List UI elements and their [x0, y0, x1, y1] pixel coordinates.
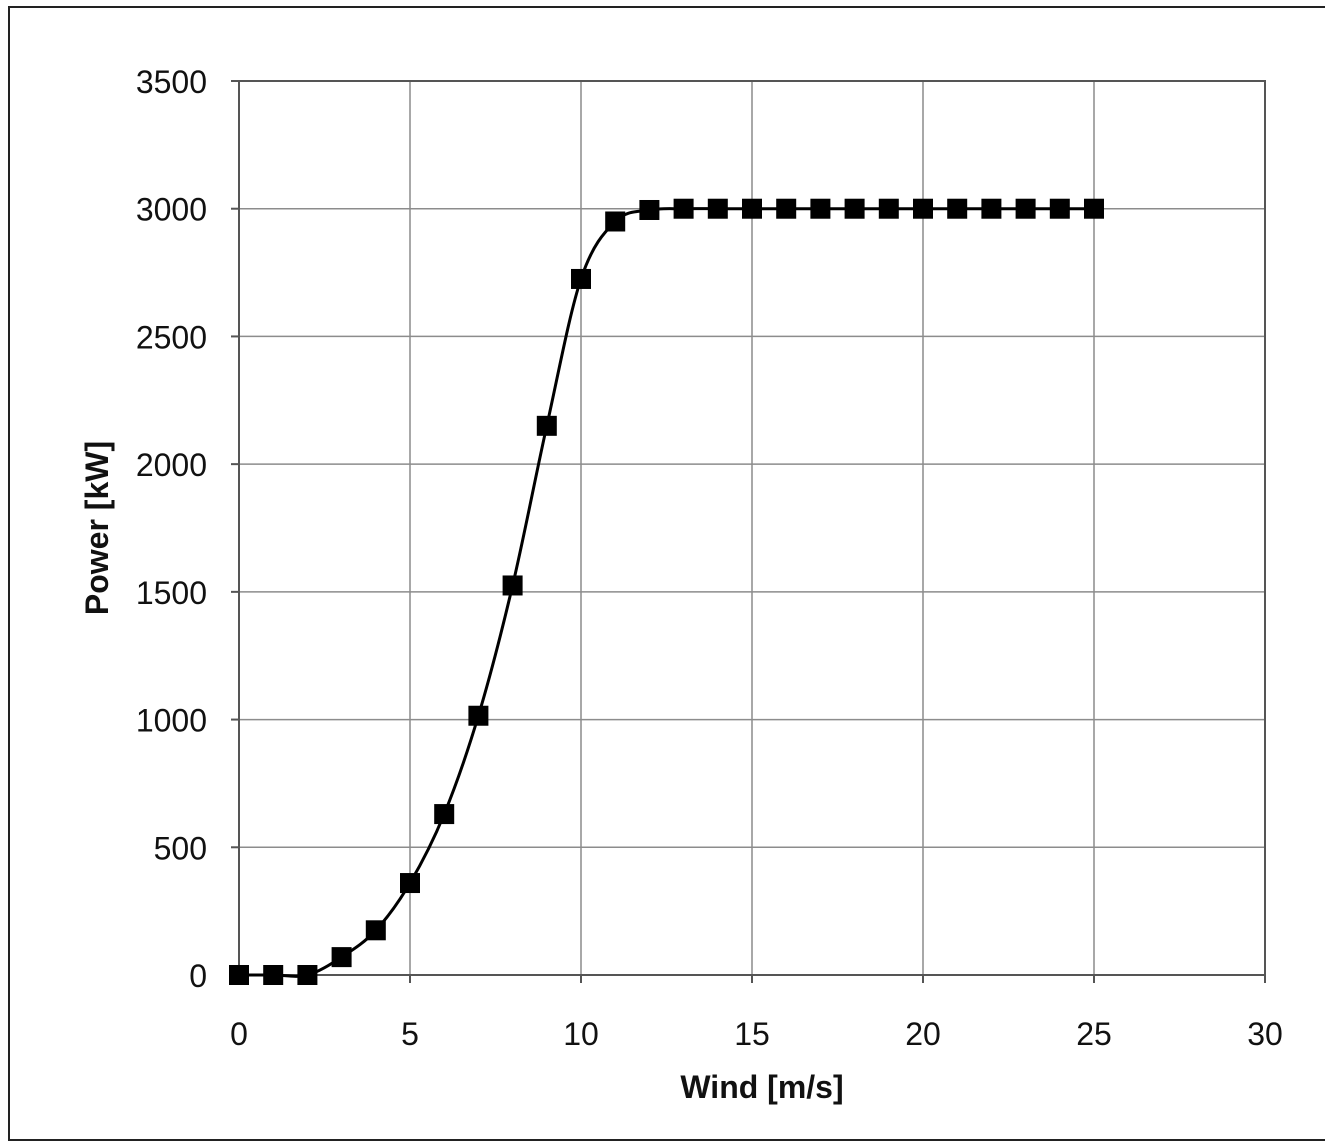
x-tick-label: 10 [563, 1016, 599, 1052]
series-markers [229, 198, 1104, 985]
data-point-marker [331, 947, 352, 968]
y-tick-label: 3500 [136, 64, 207, 100]
data-point-marker [1084, 198, 1104, 219]
data-point-marker [844, 198, 865, 219]
data-point-marker [229, 965, 249, 985]
data-point-marker [776, 198, 797, 219]
data-point-marker [571, 268, 591, 289]
y-tick-label: 1500 [136, 575, 207, 611]
data-point-marker [468, 705, 489, 726]
x-tick-label: 15 [734, 1016, 770, 1052]
y-tick-label: 0 [189, 958, 207, 994]
x-tick-label: 0 [230, 1016, 248, 1052]
data-point-marker [434, 804, 455, 825]
grid-lines [238, 80, 1266, 976]
x-tick-label: 30 [1247, 1016, 1283, 1052]
y-tick-label: 1000 [136, 703, 207, 739]
data-point-marker [263, 965, 284, 985]
data-point-marker [707, 198, 728, 219]
data-point-marker [400, 873, 420, 894]
y-tick-label: 2500 [136, 319, 207, 355]
data-point-marker [913, 198, 933, 219]
data-point-marker [878, 198, 899, 219]
data-point-marker [673, 198, 694, 219]
data-point-marker [605, 211, 626, 232]
data-point-marker [947, 198, 968, 219]
data-point-marker [1015, 198, 1036, 219]
x-axis-ticks: 0 5 10 15 20 25 30 [230, 975, 1283, 1052]
x-tick-label: 25 [1076, 1016, 1112, 1052]
y-axis-ticks: 0 500 1000 1500 2000 2500 3000 3500 [136, 64, 239, 994]
y-tick-label: 500 [154, 830, 207, 866]
data-point-marker [297, 965, 318, 985]
series-line [238, 207, 1094, 978]
data-point-marker [536, 415, 557, 436]
data-point-marker [502, 575, 523, 596]
data-point-marker [1049, 198, 1070, 219]
data-point-marker [810, 198, 831, 219]
y-tick-label: 2000 [136, 447, 207, 483]
data-point-marker [365, 920, 386, 941]
x-axis-title: Wind [m/s] [680, 1069, 843, 1105]
data-point-marker [639, 199, 660, 220]
data-point-marker [981, 198, 1002, 219]
chart-frame [8, 6, 1325, 1141]
x-tick-label: 5 [401, 1016, 419, 1052]
y-tick-label: 3000 [136, 192, 207, 228]
x-tick-label: 20 [905, 1016, 941, 1052]
data-point-marker [742, 198, 762, 219]
y-axis-title: Power [kW] [79, 441, 115, 615]
